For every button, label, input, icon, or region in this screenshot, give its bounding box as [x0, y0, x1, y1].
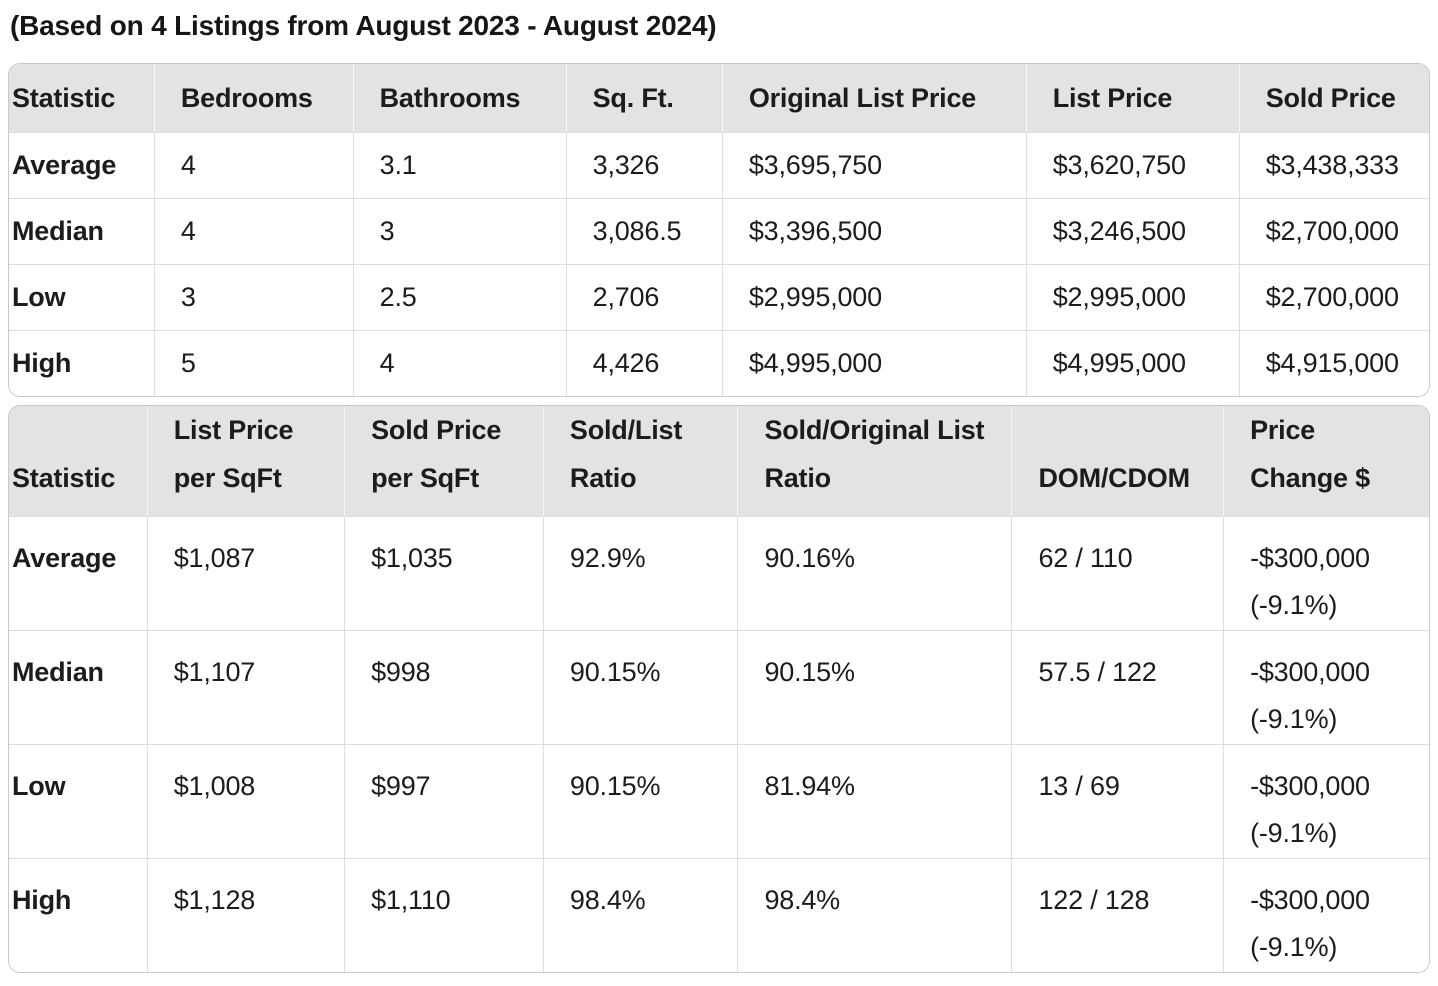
header-cell-statistic: Statistic	[9, 406, 147, 517]
data-cell: $997	[344, 744, 543, 859]
data-cell: 2.5	[352, 264, 566, 330]
table-row-high: High 5 4 4,426 $4,995,000 $4,995,000 $4,…	[9, 330, 1429, 396]
header-cell-list-price: List Price	[1025, 64, 1239, 132]
data-cell: $2,995,000	[1025, 264, 1239, 330]
table-row-average: Average $1,087 $1,035 92.9% 90.16% 62 / …	[9, 516, 1429, 631]
table-header-row: Statistic Bedrooms Bathrooms Sq. Ft. Ori…	[9, 64, 1429, 132]
data-cell: $1,008	[146, 744, 345, 859]
data-cell: $3,695,750	[721, 132, 1026, 198]
row-label: Low	[9, 264, 154, 330]
table-row-median: Median $1,107 $998 90.15% 90.15% 57.5 / …	[9, 630, 1429, 745]
price-change-percent: (-9.1%)	[1250, 932, 1338, 963]
price-change-amount: -$300,000	[1250, 657, 1370, 688]
row-label: High	[9, 858, 147, 973]
data-cell-price-change: -$300,000 (-9.1%)	[1223, 858, 1429, 973]
data-cell: $1,107	[146, 630, 345, 745]
data-cell: $3,246,500	[1025, 198, 1239, 264]
row-label: Average	[9, 516, 147, 631]
data-cell: $998	[344, 630, 543, 745]
header-cell-sold-price: Sold Price	[1238, 64, 1429, 132]
row-label: Low	[9, 744, 147, 859]
header-cell-list-price-per-sqft: List Price per SqFt	[146, 406, 345, 517]
data-cell: 13 / 69	[1011, 744, 1224, 859]
data-cell: $2,700,000	[1238, 198, 1429, 264]
row-label: Median	[9, 630, 147, 745]
data-cell: 92.9%	[542, 516, 738, 631]
data-cell: 90.15%	[542, 630, 738, 745]
header-cell-original-list-price: Original List Price	[721, 64, 1026, 132]
data-cell: $3,396,500	[721, 198, 1026, 264]
price-change-percent: (-9.1%)	[1250, 590, 1338, 621]
data-cell: $3,620,750	[1025, 132, 1239, 198]
header-cell-sqft: Sq. Ft.	[565, 64, 722, 132]
price-change-amount: -$300,000	[1250, 771, 1370, 802]
data-cell: 3.1	[352, 132, 566, 198]
data-cell: 3,086.5	[565, 198, 722, 264]
data-cell: 3	[352, 198, 566, 264]
data-cell: $1,035	[344, 516, 543, 631]
data-cell: $3,438,333	[1238, 132, 1429, 198]
price-change-percent: (-9.1%)	[1250, 704, 1338, 735]
stats-table-secondary: Statistic List Price per SqFt Sold Price…	[8, 405, 1430, 974]
table-row-median: Median 4 3 3,086.5 $3,396,500 $3,246,500…	[9, 198, 1429, 264]
table-row-high: High $1,128 $1,110 98.4% 98.4% 122 / 128…	[9, 858, 1429, 973]
data-cell: 3,326	[565, 132, 722, 198]
data-cell: $2,995,000	[721, 264, 1026, 330]
price-change-amount: -$300,000	[1250, 885, 1370, 916]
data-cell: $1,110	[344, 858, 543, 973]
data-cell: 90.15%	[542, 744, 738, 859]
stats-table-primary: Statistic Bedrooms Bathrooms Sq. Ft. Ori…	[8, 63, 1430, 397]
data-cell: 62 / 110	[1011, 516, 1224, 631]
page-title: (Based on 4 Listings from August 2023 - …	[10, 10, 717, 41]
data-cell: $4,915,000	[1238, 330, 1429, 396]
header-cell-sold-list-ratio: Sold/List Ratio	[542, 406, 738, 517]
table-row-average: Average 4 3.1 3,326 $3,695,750 $3,620,75…	[9, 132, 1429, 198]
data-cell: 90.16%	[737, 516, 1012, 631]
header-cell-bathrooms: Bathrooms	[352, 64, 566, 132]
data-cell: $4,995,000	[1025, 330, 1239, 396]
data-cell: 122 / 128	[1011, 858, 1224, 973]
data-cell: 57.5 / 122	[1011, 630, 1224, 745]
data-cell: 98.4%	[737, 858, 1012, 973]
price-change-percent: (-9.1%)	[1250, 818, 1338, 849]
row-label: Median	[9, 198, 154, 264]
table-header-row: Statistic List Price per SqFt Sold Price…	[9, 406, 1429, 517]
data-cell: $4,995,000	[721, 330, 1026, 396]
data-cell-price-change: -$300,000 (-9.1%)	[1223, 516, 1429, 631]
data-cell: 3	[153, 264, 353, 330]
data-cell: 4	[352, 330, 566, 396]
row-label: Average	[9, 132, 154, 198]
data-cell: 90.15%	[737, 630, 1012, 745]
data-cell: 5	[153, 330, 353, 396]
data-cell-price-change: -$300,000 (-9.1%)	[1223, 744, 1429, 859]
header-cell-statistic: Statistic	[9, 64, 154, 132]
header-cell-sold-price-per-sqft: Sold Price per SqFt	[344, 406, 543, 517]
table-row-low: Low $1,008 $997 90.15% 81.94% 13 / 69 -$…	[9, 744, 1429, 859]
data-cell: 4,426	[565, 330, 722, 396]
data-cell: 98.4%	[542, 858, 738, 973]
table-row-low: Low 3 2.5 2,706 $2,995,000 $2,995,000 $2…	[9, 264, 1429, 330]
data-cell: 2,706	[565, 264, 722, 330]
header-cell-sold-original-list-ratio: Sold/Original List Ratio	[737, 406, 1012, 517]
data-cell: 81.94%	[737, 744, 1012, 859]
data-cell-price-change: -$300,000 (-9.1%)	[1223, 630, 1429, 745]
data-cell: 4	[153, 132, 353, 198]
data-cell: $1,128	[146, 858, 345, 973]
row-label: High	[9, 330, 154, 396]
data-cell: 4	[153, 198, 353, 264]
data-cell: $2,700,000	[1238, 264, 1429, 330]
data-cell: $1,087	[146, 516, 345, 631]
header-cell-bedrooms: Bedrooms	[153, 64, 353, 132]
price-change-amount: -$300,000	[1250, 543, 1370, 574]
header-cell-dom-cdom: DOM/CDOM	[1011, 406, 1224, 517]
header-cell-price-change: Price Change $	[1223, 406, 1429, 517]
